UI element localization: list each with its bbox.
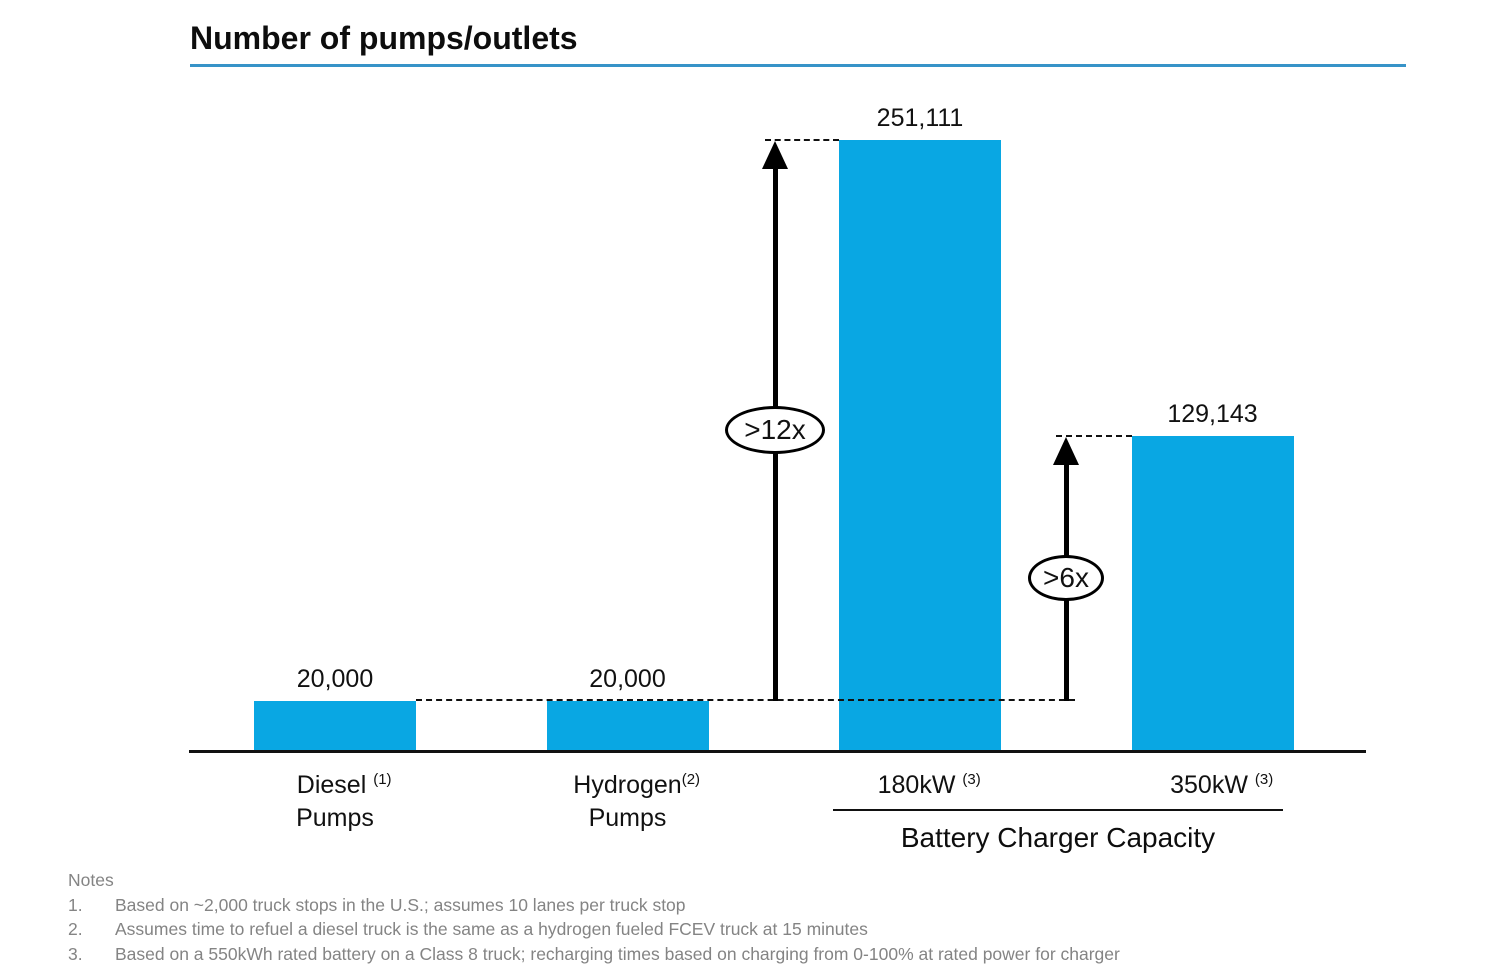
note-text: Based on ~2,000 truck stops in the U.S.;… bbox=[115, 894, 686, 915]
category-label-180kw: 180kW (3) bbox=[877, 771, 981, 799]
notes-heading: Notes bbox=[68, 870, 114, 890]
category-label-hydrogen-pumps: Hydrogen(2) Pumps bbox=[573, 763, 700, 835]
bar-350kw bbox=[1131, 436, 1294, 750]
bar-180kw bbox=[839, 140, 1001, 750]
note-item: 1. Based on ~2,000 truck stops in the U.… bbox=[68, 893, 1120, 918]
growth-arrowhead-icon bbox=[1053, 437, 1079, 466]
notes-section: Notes 1. Based on ~2,000 truck stops in … bbox=[68, 868, 1120, 966]
value-label-350kw: 129,143 bbox=[1167, 400, 1258, 429]
bar-diesel-pumps bbox=[254, 701, 416, 750]
note-text: Assumes time to refuel a diesel truck is… bbox=[115, 919, 868, 939]
note-item: 2. Assumes time to refuel a diesel truck… bbox=[68, 917, 1120, 942]
multiplier-badge: >6x bbox=[1028, 555, 1104, 602]
value-label-hydrogen-pumps: 20,000 bbox=[589, 665, 666, 694]
category-label-line2: Pumps bbox=[296, 804, 374, 832]
guide-dashed-baseline bbox=[416, 699, 1075, 702]
growth-arrowhead-icon bbox=[762, 141, 788, 169]
guide-dashed-top-2 bbox=[1056, 435, 1132, 438]
note-item: 3. Based on a 550kWh rated battery on a … bbox=[68, 942, 1120, 967]
x-axis-line bbox=[189, 750, 1366, 753]
group-axis-line bbox=[833, 809, 1283, 811]
note-text: Based on a 550kWh rated battery on a Cla… bbox=[115, 943, 1120, 964]
guide-dashed-top-1 bbox=[765, 139, 839, 141]
note-number: 1. bbox=[68, 894, 83, 915]
category-label-line2: Pumps bbox=[588, 804, 667, 832]
category-label-text: 180kW bbox=[877, 771, 963, 799]
chart-title: Number of pumps/outlets bbox=[190, 20, 578, 56]
category-label-350kw: 350kW (3) bbox=[1170, 771, 1274, 799]
multiplier-badge: >12x bbox=[725, 406, 825, 455]
category-label-text: Hydrogen bbox=[573, 771, 682, 799]
value-label-diesel-pumps: 20,000 bbox=[296, 665, 374, 694]
category-label-text: 350kW bbox=[1170, 771, 1255, 799]
title-underline bbox=[190, 64, 1406, 67]
value-label-180kw: 251,111 bbox=[876, 104, 964, 132]
category-label-text: Diesel bbox=[296, 771, 374, 799]
group-label: Battery Charger Capacity bbox=[900, 822, 1216, 853]
bar-hydrogen-pumps bbox=[546, 701, 709, 750]
note-number: 2. bbox=[68, 919, 83, 939]
note-number: 3. bbox=[68, 943, 83, 964]
category-label-diesel-pumps: Diesel (1) Pumps bbox=[296, 763, 391, 835]
